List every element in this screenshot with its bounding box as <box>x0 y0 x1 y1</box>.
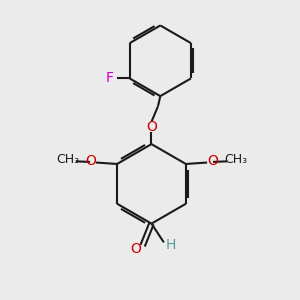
Text: O: O <box>131 242 142 256</box>
Text: H: H <box>165 238 175 252</box>
Text: O: O <box>85 154 96 168</box>
Text: F: F <box>106 71 114 85</box>
Text: CH₃: CH₃ <box>224 153 247 167</box>
Text: CH₃: CH₃ <box>56 153 79 167</box>
Text: O: O <box>207 154 218 168</box>
Text: O: O <box>146 120 157 134</box>
